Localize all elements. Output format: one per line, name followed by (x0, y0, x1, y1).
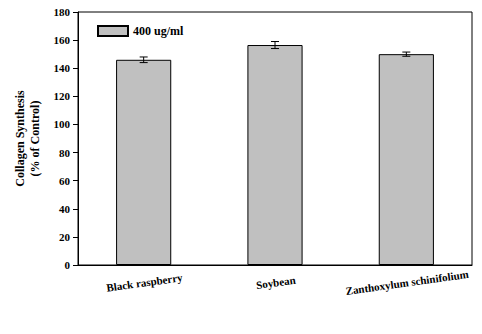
svg-text:160: 160 (54, 34, 71, 46)
svg-text:Soybean: Soybean (255, 274, 296, 291)
svg-text:100: 100 (54, 118, 71, 130)
svg-text:140: 140 (54, 62, 71, 74)
svg-text:40: 40 (59, 203, 71, 215)
svg-text:80: 80 (59, 147, 71, 159)
svg-text:400 ug/ml: 400 ug/ml (133, 24, 184, 38)
svg-text:0: 0 (65, 259, 71, 271)
svg-text:Black raspberry: Black raspberry (106, 271, 184, 294)
svg-text:120: 120 (54, 90, 71, 102)
svg-text:60: 60 (59, 175, 71, 187)
svg-text:20: 20 (59, 231, 71, 243)
svg-text:(% of Control): (% of Control) (28, 101, 42, 177)
svg-text:Zanthoxylum schinifolium: Zanthoxylum schinifolium (345, 268, 470, 297)
svg-text:Collagen Synthesis: Collagen Synthesis (13, 90, 27, 187)
svg-text:180: 180 (54, 6, 71, 18)
